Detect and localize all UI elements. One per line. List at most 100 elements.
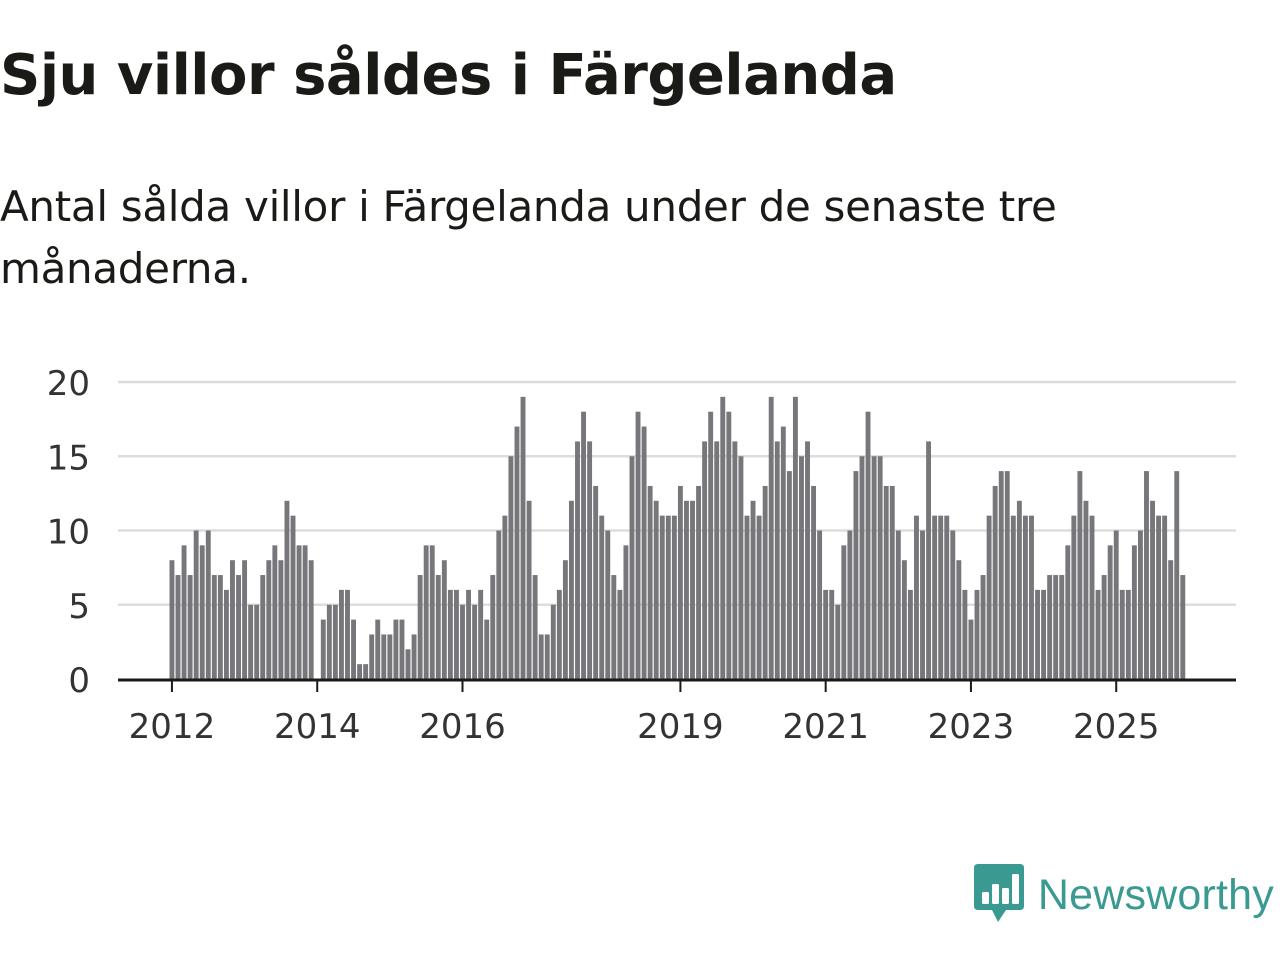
bar	[980, 575, 986, 679]
bar	[230, 560, 235, 679]
bar	[1089, 515, 1095, 679]
bar	[417, 575, 423, 679]
bar	[217, 575, 223, 679]
bar	[641, 426, 647, 679]
bar	[756, 515, 762, 679]
bar	[696, 485, 702, 679]
bar	[290, 515, 296, 679]
bar	[1083, 500, 1089, 679]
bar	[399, 619, 405, 679]
bar	[599, 515, 605, 679]
bar	[1150, 500, 1155, 679]
bar	[932, 515, 938, 679]
y-tick-label: 0	[68, 661, 90, 701]
bar	[665, 515, 671, 679]
bar	[587, 441, 593, 679]
bar	[1065, 545, 1071, 679]
bar	[411, 634, 417, 679]
bar	[998, 471, 1004, 679]
bar	[901, 560, 907, 679]
bar	[805, 441, 810, 679]
y-tick-label: 10	[47, 513, 90, 553]
bar	[405, 649, 411, 679]
bar	[962, 589, 968, 679]
bar	[254, 604, 260, 679]
x-tick-label: 2012	[129, 707, 216, 747]
bar	[799, 456, 804, 679]
chart-title: Sju villor såldes i Färgelanda	[0, 43, 897, 108]
bar	[677, 485, 683, 679]
newsworthy-logo: Newsworthy	[973, 864, 1274, 926]
bar	[169, 560, 175, 679]
bar	[478, 589, 484, 679]
bar	[296, 545, 302, 679]
bar	[338, 589, 344, 679]
bar	[568, 500, 574, 679]
bar	[920, 530, 925, 679]
bar	[926, 441, 932, 679]
bar	[653, 500, 659, 679]
bar	[302, 545, 308, 679]
bar	[199, 545, 205, 679]
data-labels: 7	[1176, 340, 1202, 352]
bar	[187, 575, 193, 679]
bar	[466, 589, 471, 679]
bar	[883, 485, 889, 679]
bar	[1101, 575, 1107, 679]
bar	[514, 426, 520, 679]
bar	[223, 589, 229, 679]
bar	[629, 456, 635, 679]
bar	[387, 634, 393, 679]
bar	[1137, 530, 1143, 679]
bar	[1119, 589, 1125, 679]
bar	[575, 441, 580, 679]
bar	[865, 411, 871, 679]
bar	[714, 441, 720, 679]
bar	[272, 545, 278, 679]
bar	[496, 530, 502, 679]
bar	[841, 545, 847, 679]
bar	[853, 471, 859, 679]
bar	[345, 589, 350, 679]
bar	[720, 396, 726, 679]
bar	[308, 560, 314, 679]
bar	[593, 485, 599, 679]
bar	[441, 560, 447, 679]
bar	[738, 456, 744, 679]
bar	[744, 515, 750, 679]
bar	[944, 515, 950, 679]
bar	[181, 545, 187, 679]
bar	[242, 560, 248, 679]
bar	[1053, 575, 1059, 679]
y-axis-ticks: 0 5 10 15 20	[47, 364, 90, 701]
bar	[1041, 589, 1047, 679]
x-tick-label: 2014	[274, 707, 361, 747]
bar	[847, 530, 853, 679]
bar	[835, 604, 841, 679]
bar	[684, 500, 689, 679]
bar	[1059, 575, 1065, 679]
y-tick-label: 5	[68, 587, 90, 627]
x-axis: 2012 2014 2016 2019 2021 2023 2025	[118, 678, 1236, 747]
bar	[205, 530, 211, 679]
bar	[823, 589, 829, 679]
bar	[786, 471, 792, 679]
bar	[1180, 575, 1186, 679]
x-tick-label: 2025	[1073, 707, 1160, 747]
bar	[332, 604, 338, 679]
bar	[605, 530, 611, 679]
bar	[938, 515, 944, 679]
bar	[623, 545, 629, 679]
bar	[1029, 515, 1034, 679]
bar	[1095, 589, 1101, 679]
bar	[453, 589, 459, 679]
bar	[278, 560, 284, 679]
bar	[914, 515, 919, 679]
bar	[792, 396, 798, 679]
highlight-value-label: 7	[1179, 340, 1198, 348]
x-tick-label: 2016	[419, 707, 506, 747]
bar	[750, 500, 756, 679]
bar	[859, 456, 865, 679]
bar	[544, 634, 550, 679]
bar	[659, 515, 665, 679]
